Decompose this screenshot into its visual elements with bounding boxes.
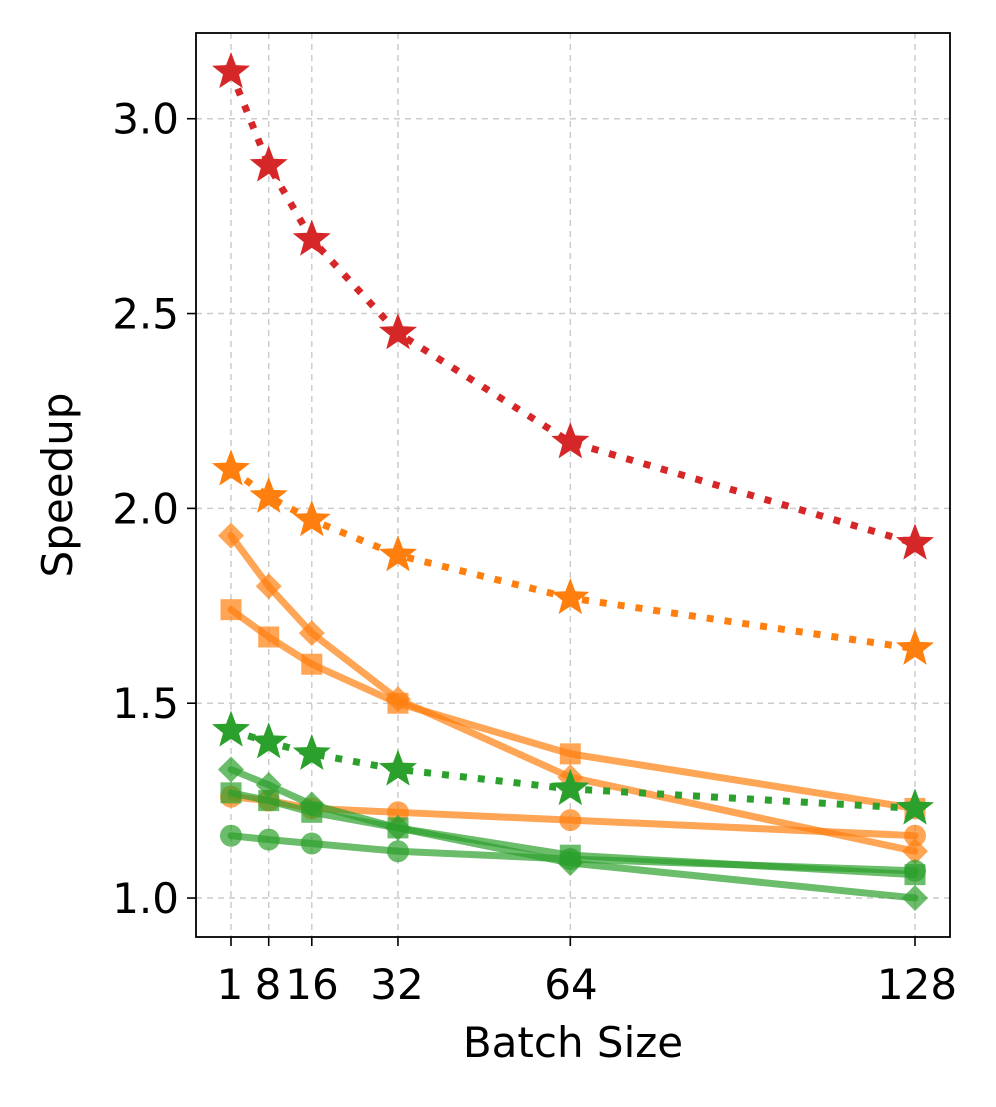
data-point-square bbox=[258, 790, 280, 812]
data-point-star bbox=[895, 628, 935, 665]
series-green-star bbox=[211, 710, 935, 825]
series-line bbox=[228, 466, 916, 653]
data-point-star bbox=[895, 523, 935, 560]
series-line bbox=[227, 532, 919, 855]
x-tick-label: 128 bbox=[877, 960, 957, 1009]
data-point-square bbox=[301, 653, 323, 675]
data-point-square bbox=[220, 782, 242, 804]
data-point-circle bbox=[386, 840, 409, 863]
x-tick-label: 1 bbox=[217, 960, 244, 1009]
data-point-square bbox=[258, 626, 280, 648]
x-tick-label: 32 bbox=[370, 960, 423, 1009]
data-point-star bbox=[249, 722, 288, 759]
series-line bbox=[227, 70, 916, 547]
x-axis-label: Batch Size bbox=[463, 1018, 683, 1067]
tick-layer: 1 8 16 32 64 128 1.0 1.5 2.0 2.5 3.0 bbox=[112, 95, 957, 1009]
y-tick-label: 2.0 bbox=[112, 484, 179, 533]
data-point-circle bbox=[257, 828, 280, 851]
series-orange-star bbox=[211, 449, 935, 665]
series-red-star bbox=[211, 51, 935, 560]
x-tick-label: 8 bbox=[255, 960, 282, 1009]
x-tick-label: 64 bbox=[544, 960, 597, 1009]
data-point-star bbox=[378, 749, 417, 786]
data-point-star bbox=[292, 219, 331, 256]
y-tick-label: 1.0 bbox=[112, 874, 179, 923]
data-point-diamond bbox=[901, 885, 928, 912]
data-point-star bbox=[249, 145, 288, 182]
data-point-star bbox=[292, 500, 331, 537]
data-point-diamond bbox=[218, 756, 245, 783]
data-point-circle bbox=[903, 859, 926, 882]
data-point-star bbox=[211, 51, 251, 89]
data-point-circle bbox=[903, 824, 926, 847]
data-point-star bbox=[378, 313, 417, 350]
data-point-diamond bbox=[901, 838, 928, 865]
y-tick-label: 3.0 bbox=[112, 95, 179, 144]
data-point-star bbox=[551, 422, 590, 459]
data-point-star bbox=[895, 788, 935, 825]
series-green-circle bbox=[220, 824, 926, 882]
data-point-circle bbox=[559, 848, 582, 871]
data-point-circle bbox=[220, 824, 243, 847]
series-orange-square bbox=[220, 599, 926, 819]
y-tick-label: 1.5 bbox=[112, 679, 179, 728]
data-point-star bbox=[249, 476, 288, 513]
series-line bbox=[229, 727, 916, 812]
data-point-diamond bbox=[298, 620, 325, 647]
data-point-circle bbox=[300, 832, 323, 855]
data-point-square bbox=[220, 599, 242, 621]
data-point-square bbox=[387, 817, 409, 839]
data-point-square bbox=[559, 743, 581, 765]
data-point-circle bbox=[559, 809, 582, 832]
series-layer bbox=[211, 51, 935, 912]
data-point-star bbox=[292, 733, 331, 771]
data-point-square bbox=[387, 692, 409, 714]
data-point-star bbox=[211, 710, 251, 747]
y-tick-label: 2.5 bbox=[112, 290, 179, 339]
data-point-square bbox=[301, 801, 323, 823]
data-point-diamond bbox=[255, 573, 282, 600]
data-point-star bbox=[211, 449, 251, 486]
y-axis-label: Speedup bbox=[33, 393, 82, 578]
x-tick-label: 16 bbox=[285, 960, 338, 1009]
data-point-star bbox=[551, 768, 590, 806]
data-point-diamond bbox=[218, 522, 245, 549]
data-point-star bbox=[378, 535, 417, 572]
plot-frame bbox=[195, 32, 951, 938]
data-point-star bbox=[551, 578, 590, 615]
